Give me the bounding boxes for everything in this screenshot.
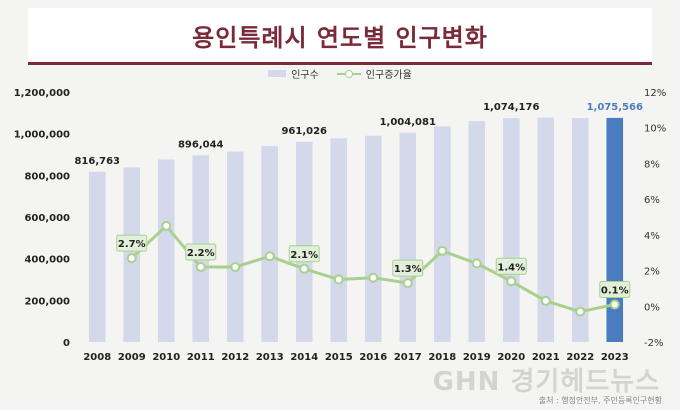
growth-value-label: 0.1%	[601, 286, 629, 297]
right-axis-tick-label: 0%	[644, 302, 660, 313]
growth-label-box	[495, 257, 527, 275]
legend-bar-swatch	[268, 70, 287, 77]
x-axis-tick-label: 2013	[256, 352, 284, 363]
growth-label-box	[392, 259, 424, 277]
right-axis-tick-label: 2%	[644, 267, 660, 278]
legend-label-growth: 인구증가율	[365, 70, 412, 81]
chart-title: 용인특례시 연도별 인구변화	[192, 23, 488, 52]
growth-rate-point	[299, 263, 310, 274]
growth-label-box	[599, 281, 631, 298]
growth-label-box	[288, 245, 320, 263]
right-axis-tick-label: 4%	[644, 231, 660, 242]
x-axis-tick-label: 2010	[152, 352, 180, 363]
x-axis-tick-label: 2012	[221, 352, 249, 363]
growth-rate-point	[540, 295, 551, 306]
growth-value-label: 2.1%	[290, 250, 318, 261]
growth-rate-point	[402, 278, 413, 289]
bar-value-label: 1,075,566	[587, 102, 643, 113]
title-banner: 용인특례시 연도별 인구변화	[28, 8, 652, 65]
right-axis-tick-label: 8%	[644, 159, 660, 170]
right-axis-tick-label: -2%	[644, 338, 663, 349]
bar-value-label: 896,044	[178, 139, 224, 150]
growth-value-label: 1.4%	[497, 262, 525, 273]
bar	[364, 135, 382, 342]
growth-label-box	[185, 243, 217, 261]
watermark-logo: GHN 경기헤드뉴스	[432, 367, 660, 397]
growth-value-label: 2.7%	[118, 239, 146, 250]
growth-rate-point	[264, 251, 275, 262]
legend-item-growth: 인구증가율	[336, 66, 412, 81]
growth-rate-point	[333, 274, 344, 285]
left-axis-tick-label: 600,000	[24, 213, 70, 224]
growth-label-box	[116, 234, 148, 252]
x-axis-tick-label: 2018	[428, 352, 456, 363]
bar	[330, 138, 348, 342]
left-axis-tick-label: 200,000	[24, 296, 70, 307]
bar-value-label: 1,074,176	[483, 102, 539, 113]
x-axis-tick-label: 2016	[359, 352, 387, 363]
x-axis-tick-label: 2015	[325, 352, 353, 363]
bar	[571, 118, 589, 343]
growth-rate-point	[471, 258, 482, 269]
bar-value-label: 816,763	[74, 156, 120, 167]
right-axis-tick-label: 10%	[644, 124, 666, 135]
growth-rate-point	[368, 272, 379, 283]
x-axis-tick-label: 2009	[118, 352, 146, 363]
x-axis-tick-label: 2022	[566, 352, 594, 363]
growth-rate-point	[575, 306, 586, 317]
legend-line-swatch	[336, 69, 361, 79]
x-axis-tick-label: 2017	[394, 352, 422, 363]
bar	[399, 132, 417, 342]
left-axis-tick-label: 0	[63, 338, 70, 349]
growth-rate-point	[437, 245, 448, 256]
left-axis-tick-label: 1,200,000	[14, 88, 70, 99]
left-axis-tick-label: 1,000,000	[14, 130, 70, 141]
growth-rate-point	[609, 299, 620, 310]
bar	[468, 121, 486, 343]
bar	[295, 141, 313, 342]
right-axis-tick-label: 12%	[644, 88, 666, 99]
growth-rate-point	[126, 253, 137, 264]
growth-rate-point	[161, 220, 172, 231]
legend: 인구수 인구증가율	[0, 66, 680, 81]
left-axis-tick-label: 400,000	[24, 255, 70, 266]
x-axis-tick-label: 2023	[601, 352, 629, 363]
x-axis-tick-label: 2014	[290, 352, 318, 363]
bar	[502, 118, 520, 342]
bar	[537, 117, 555, 342]
x-axis-tick-label: 2019	[463, 352, 491, 363]
growth-rate-point	[230, 262, 241, 272]
growth-value-label: 1.3%	[394, 264, 422, 275]
bar	[433, 126, 451, 342]
bar	[88, 171, 106, 342]
legend-item-population: 인구수	[268, 66, 319, 81]
x-axis-tick-label: 2011	[187, 352, 215, 363]
x-axis-tick-label: 2008	[83, 352, 111, 363]
x-axis-tick-label: 2021	[532, 352, 560, 363]
right-axis-tick-label: 6%	[644, 195, 660, 206]
bar-value-label: 961,026	[281, 126, 327, 137]
bar-value-label: 1,004,081	[380, 117, 436, 128]
bar	[261, 146, 279, 342]
legend-label-population: 인구수	[291, 70, 319, 81]
left-axis-tick-label: 800,000	[24, 171, 70, 182]
bar	[157, 159, 175, 342]
bar	[226, 151, 244, 342]
growth-value-label: 2.2%	[187, 248, 215, 259]
growth-rate-point	[506, 276, 517, 287]
source-note: 출처 : 행정안전부, 주민등록인구현황	[538, 396, 662, 405]
x-axis-tick-label: 2020	[497, 352, 525, 363]
growth-rate-point	[195, 262, 206, 272]
